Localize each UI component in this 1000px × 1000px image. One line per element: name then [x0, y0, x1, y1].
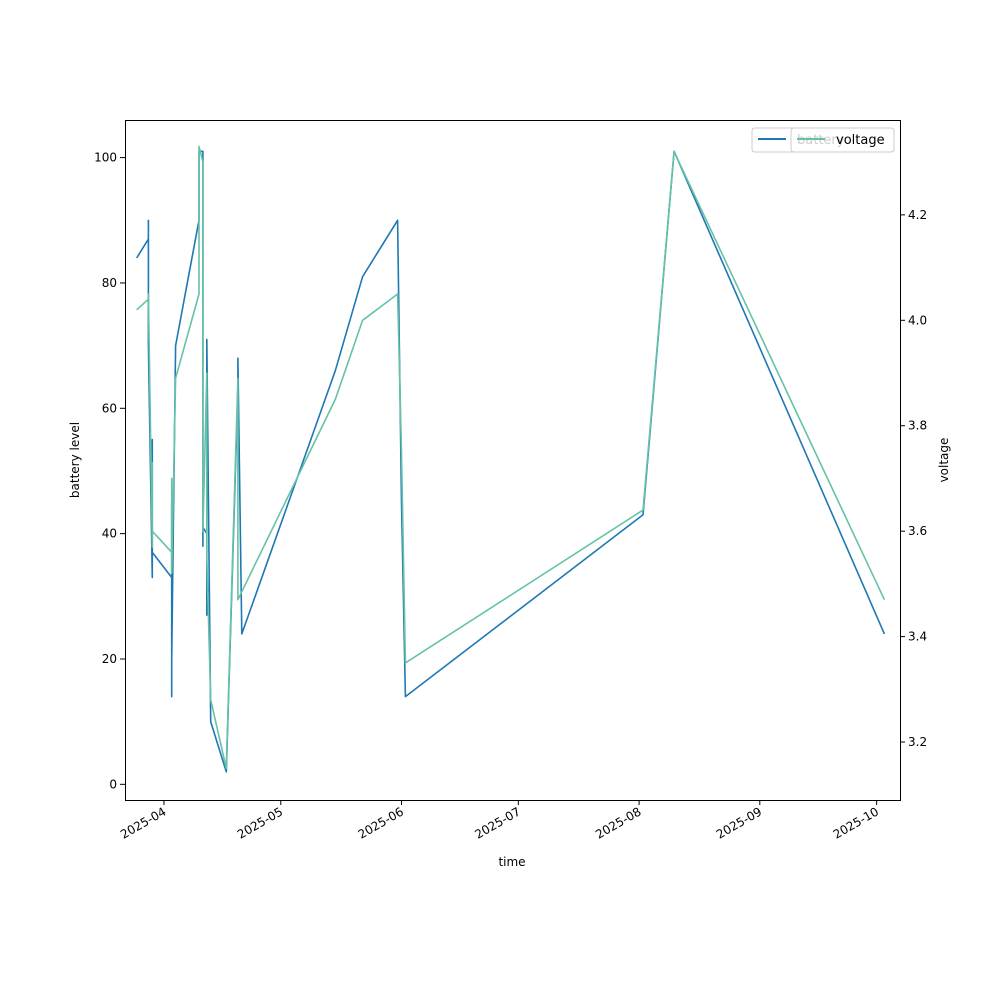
- legend-right: voltage: [790, 127, 895, 153]
- right-axis-label: voltage: [937, 438, 951, 483]
- right-tick-label: 3.4: [908, 630, 927, 644]
- plot-frame: [125, 120, 901, 801]
- left-tick-label: 100: [94, 151, 117, 165]
- x-tick-label: 2025-05: [235, 804, 285, 841]
- x-tick-label: 2025-10: [831, 804, 881, 841]
- right-tick-label: 3.2: [908, 735, 927, 749]
- left-axis-ticks: 0 20 40 60 80 100: [94, 151, 125, 791]
- left-tick-label: 20: [102, 652, 117, 666]
- x-tick-label: 2025-08: [593, 804, 643, 841]
- left-tick-label: 0: [109, 777, 117, 791]
- right-tick-label: 4.0: [908, 313, 927, 327]
- x-tick-label: 2025-04: [118, 804, 168, 841]
- x-axis-ticks: 2025-04 2025-05 2025-06 2025-07 2025-08 2025-…: [118, 800, 881, 842]
- x-tick-label: 2025-09: [714, 804, 764, 841]
- series-line-battery: [136, 150, 886, 773]
- x-axis-label: time: [498, 855, 525, 869]
- right-tick-label: 3.8: [908, 419, 927, 433]
- right-axis-ticks: 3.2 3.4 3.6 3.8 4.0 4.2: [900, 208, 927, 749]
- right-tick-label: 4.2: [908, 208, 927, 222]
- left-tick-label: 80: [102, 276, 117, 290]
- x-tick-label: 2025-07: [472, 804, 522, 841]
- legend-right-box: [790, 127, 895, 153]
- right-tick-label: 3.6: [908, 524, 927, 538]
- plot-marks: [136, 145, 886, 773]
- left-axis-label: battery level: [68, 422, 82, 498]
- left-tick-label: 40: [102, 527, 117, 541]
- x-tick-label: 2025-06: [356, 804, 406, 841]
- legend-voltage-label: voltage: [836, 133, 885, 148]
- series-line-voltage: [136, 145, 886, 770]
- left-tick-label: 60: [102, 401, 117, 415]
